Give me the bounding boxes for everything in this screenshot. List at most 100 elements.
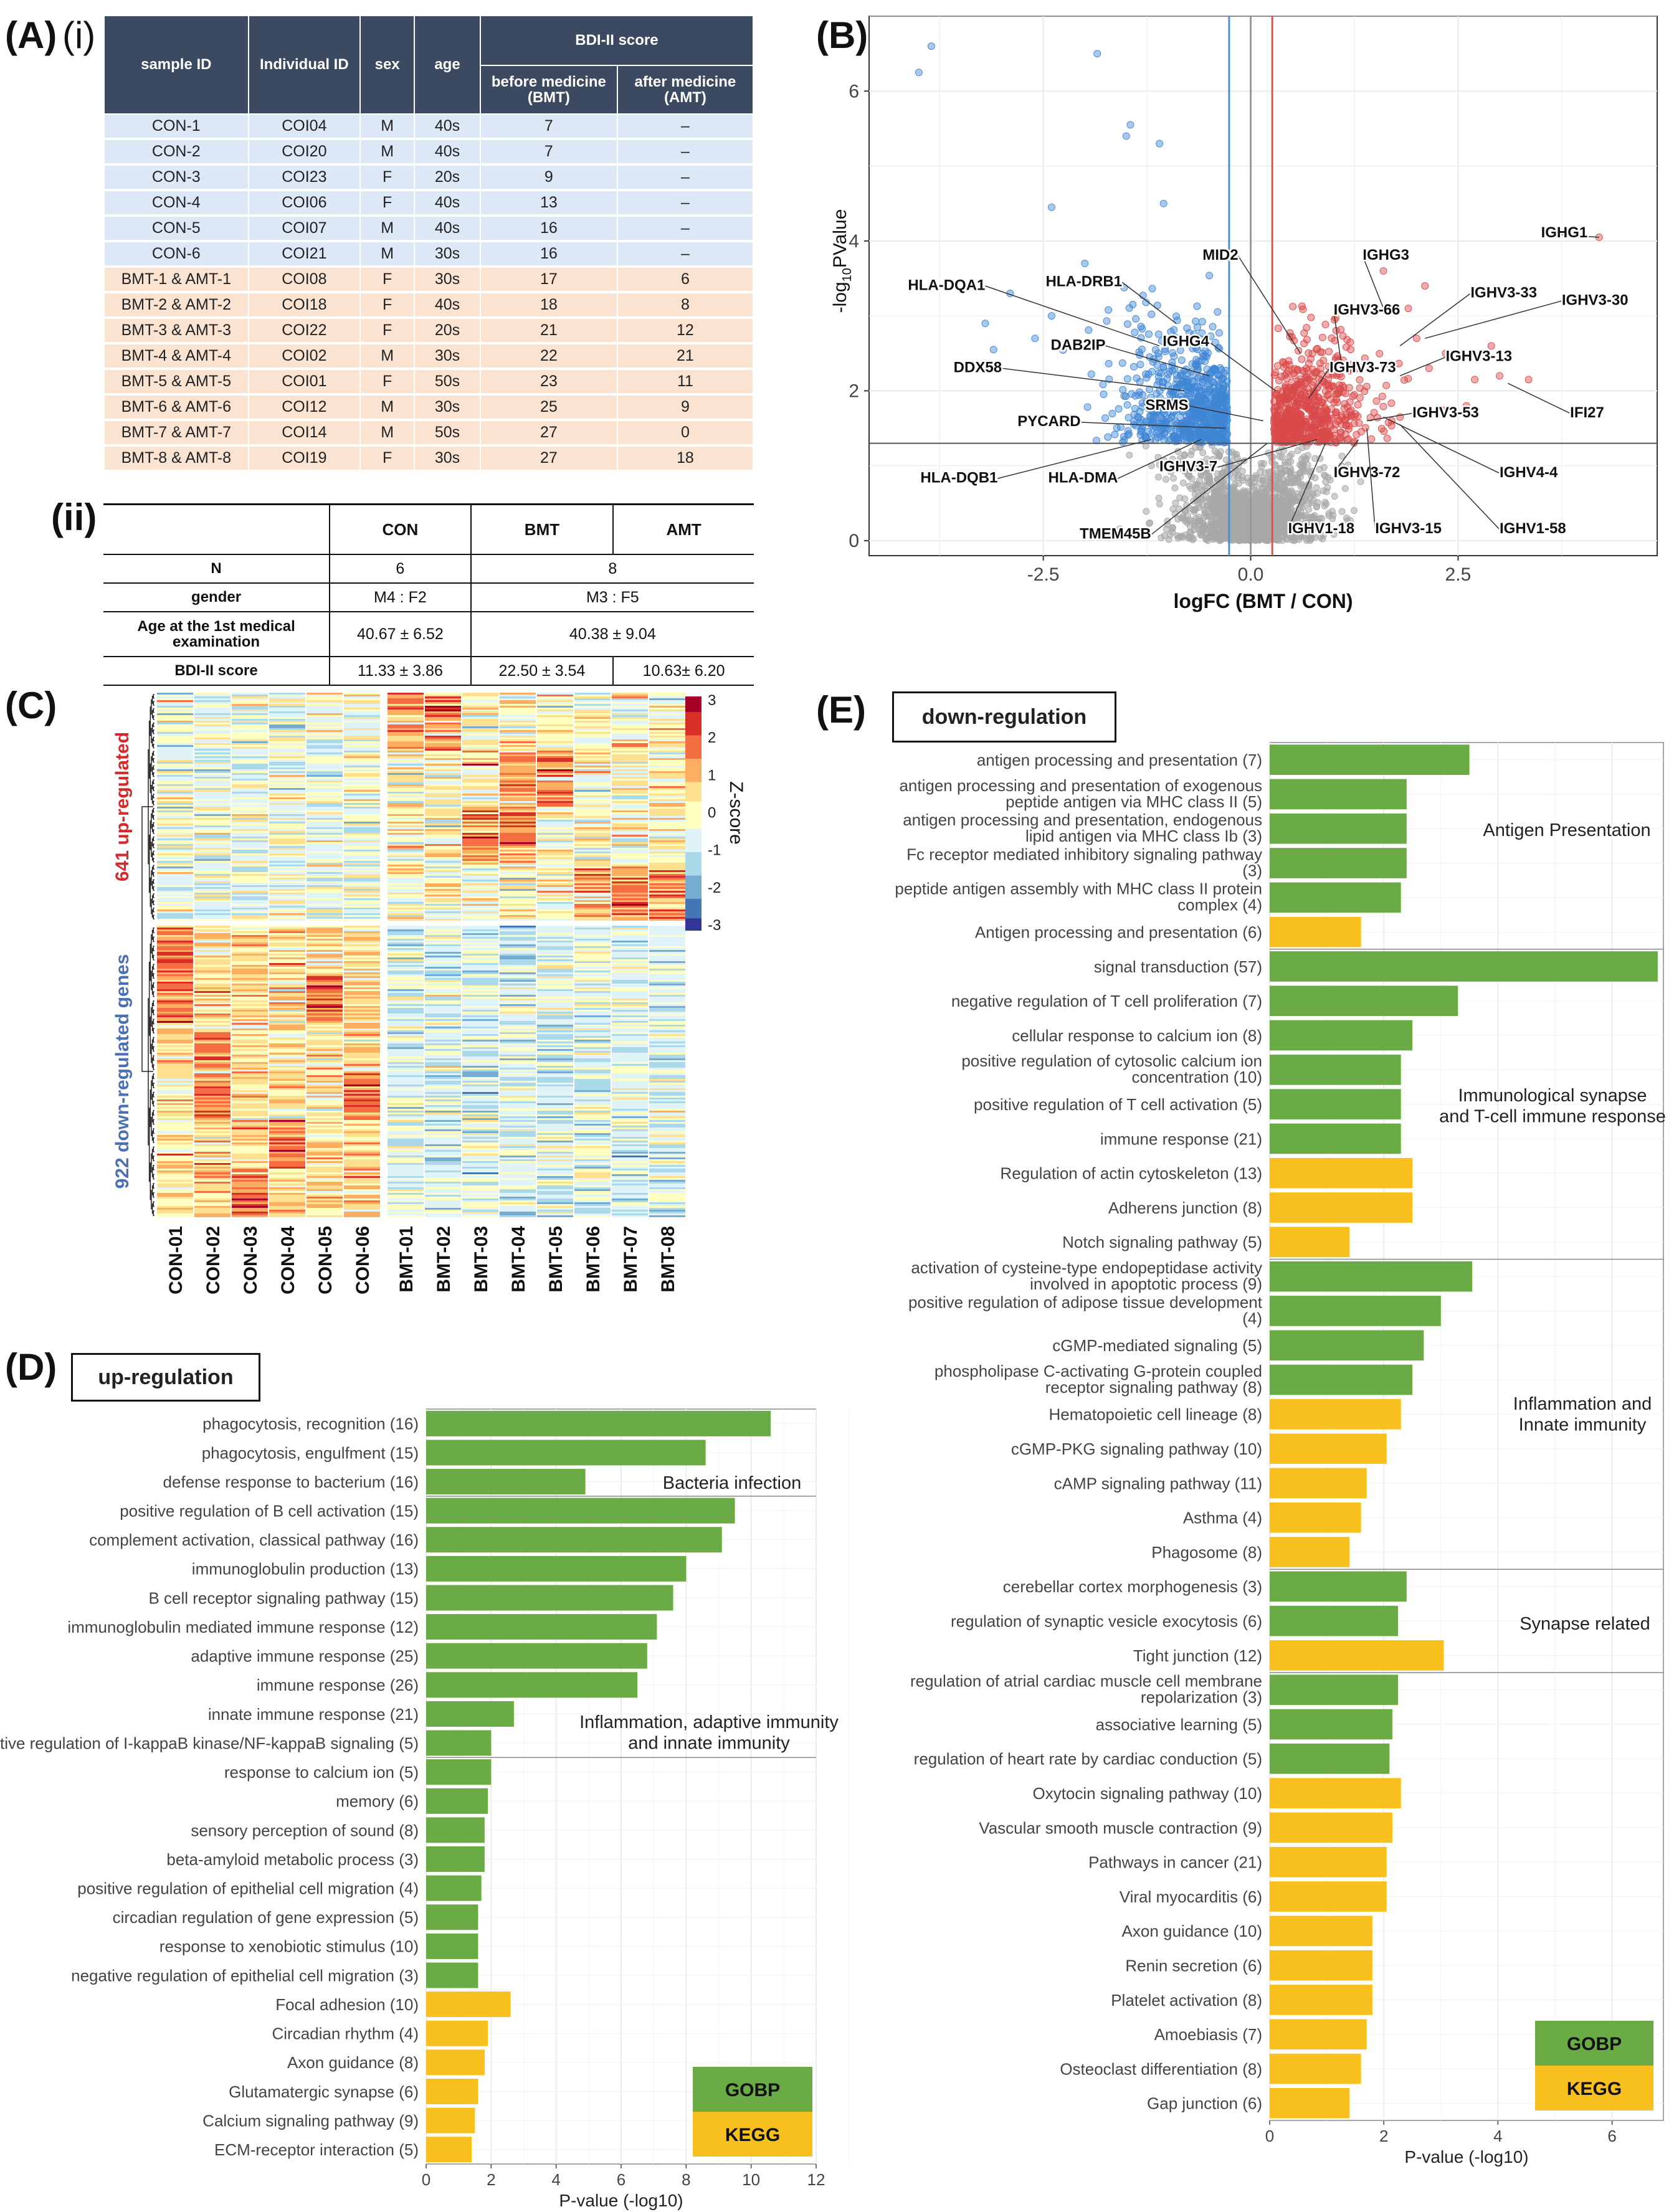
heatmap-cell <box>388 827 424 829</box>
heatmap-cell <box>500 728 536 730</box>
heatmap-cell <box>307 728 343 730</box>
heatmap-cell <box>500 820 536 822</box>
heatmap-cell <box>500 833 536 835</box>
data-point <box>1379 267 1387 275</box>
heatmap-cell <box>269 887 305 889</box>
heatmap-cell <box>462 730 498 732</box>
table-row: CON-4 COI06 F 40s 13– <box>103 190 754 217</box>
data-point <box>1286 472 1294 480</box>
cell-sex: M <box>359 216 416 242</box>
heatmap-cell <box>537 708 573 710</box>
heatmap-cell <box>344 741 380 743</box>
data-point <box>1138 325 1146 333</box>
heatmap-cell <box>425 715 461 717</box>
data-point <box>1100 391 1108 399</box>
cell-after: – <box>616 164 754 191</box>
heatmap-cell <box>307 911 343 913</box>
heatmap-cell <box>462 708 498 710</box>
data-point <box>1142 433 1150 441</box>
heatmap-cell <box>388 721 424 723</box>
heatmap-cell <box>194 889 231 891</box>
heatmap-cell <box>500 891 536 893</box>
heatmap-cell <box>157 824 193 825</box>
heatmap-cell <box>344 730 380 732</box>
heatmap-cell <box>462 792 498 794</box>
heatmap-cell <box>344 908 380 909</box>
heatmap-cell <box>307 898 343 900</box>
heatmap-cell <box>574 728 611 730</box>
heatmap-cell <box>232 818 268 820</box>
heatmap-cell <box>574 717 611 719</box>
heatmap-cell <box>462 807 498 809</box>
gene-label: IGHG1 <box>1541 224 1588 241</box>
heatmap-cell <box>612 726 648 728</box>
heatmap-cell <box>344 859 380 861</box>
heatmap-cell <box>194 931 231 933</box>
heatmap-cell <box>649 723 685 724</box>
heatmap-cell <box>194 915 231 917</box>
heatmap-cell <box>269 842 305 844</box>
heatmap-cell <box>462 931 498 933</box>
heatmap-cell <box>537 908 573 909</box>
cell-ind: COI06 <box>247 190 361 217</box>
data-point <box>1217 511 1224 519</box>
heatmap-cell <box>425 850 461 852</box>
heatmap-cell <box>500 704 536 706</box>
data-point <box>1350 507 1358 515</box>
heatmap-cell <box>157 711 193 713</box>
heatmap-cell <box>344 758 380 760</box>
data-point <box>1356 376 1364 384</box>
heatmap-cell <box>462 743 498 745</box>
heatmap-cell <box>612 741 648 743</box>
heatmap-cell <box>344 788 380 790</box>
heatmap-cell <box>269 825 305 827</box>
heatmap-cell <box>194 895 231 896</box>
heatmap-cell <box>344 708 380 710</box>
heatmap-cell <box>574 702 611 704</box>
cell-ind: COI20 <box>247 139 361 166</box>
heatmap-cell <box>462 902 498 904</box>
heatmap-cell <box>574 782 611 784</box>
heatmap-cell <box>537 915 573 917</box>
heatmap-cell <box>425 827 461 829</box>
heatmap-cell <box>194 756 231 758</box>
heatmap-cell <box>307 917 343 919</box>
heatmap-cell <box>232 773 268 775</box>
heatmap-cell <box>157 696 193 698</box>
heatmap-cell <box>307 706 343 708</box>
heatmap-cell <box>462 852 498 853</box>
heatmap-cell <box>574 762 611 764</box>
heatmap-cell <box>612 846 648 848</box>
heatmap-cell <box>425 751 461 752</box>
header-sex: sex <box>359 15 416 115</box>
data-point <box>1232 528 1239 536</box>
heatmap-cell <box>388 929 424 931</box>
heatmap-cell <box>574 767 611 769</box>
heatmap-cell <box>537 779 573 781</box>
heatmap-cell <box>425 842 461 844</box>
heatmap-cell <box>612 717 648 719</box>
heatmap-cell <box>462 809 498 810</box>
heatmap-cell <box>649 797 685 799</box>
heatmap-cell <box>307 698 343 700</box>
heatmap-cell <box>344 846 380 848</box>
heatmap-cell <box>612 870 648 872</box>
heatmap-cell <box>649 917 685 919</box>
heatmap-cell <box>425 732 461 734</box>
heatmap-cell <box>462 773 498 775</box>
heatmap-cell <box>157 833 193 835</box>
data-point <box>1299 503 1306 511</box>
heatmap-cell <box>425 700 461 702</box>
data-point <box>1338 508 1346 515</box>
heatmap-cell <box>344 749 380 751</box>
heatmap-cell <box>649 816 685 818</box>
down-regulation-title: down-regulation <box>892 691 1116 743</box>
heatmap-cell <box>537 775 573 777</box>
heatmap-cell <box>269 838 305 840</box>
heatmap-cell <box>344 773 380 775</box>
heatmap-cell <box>537 842 573 844</box>
heatmap-cell <box>612 872 648 874</box>
heatmap-cell <box>462 713 498 715</box>
heatmap-cell <box>612 833 648 835</box>
heatmap-cell <box>537 710 573 711</box>
